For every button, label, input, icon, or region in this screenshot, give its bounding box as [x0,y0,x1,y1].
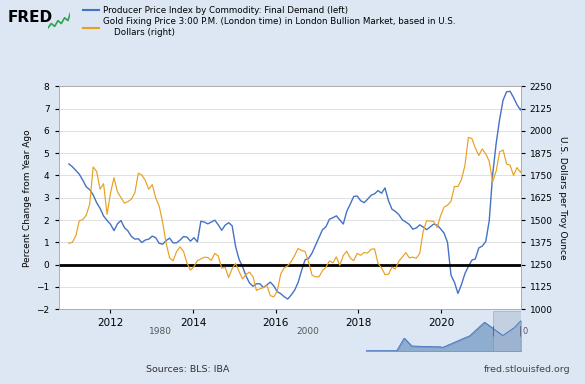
Text: |: | [519,326,522,336]
Bar [493,311,521,351]
Text: fred.stlouisfed.org: fred.stlouisfed.org [484,366,570,374]
Y-axis label: Percent Change from Year Ago: Percent Change from Year Ago [23,129,32,266]
Text: 0: 0 [522,327,528,336]
Text: 2000: 2000 [297,327,319,336]
Text: 1980: 1980 [149,327,171,336]
Text: Sources: BLS: IBA: Sources: BLS: IBA [146,366,229,374]
Text: FRED: FRED [8,10,53,25]
Text: |: | [492,326,495,336]
Legend: Producer Price Index by Commodity: Final Demand (left), Gold Fixing Price 3:00 P: Producer Price Index by Commodity: Final… [83,6,456,37]
Y-axis label: U.S. Dollars per Troy Ounce: U.S. Dollars per Troy Ounce [558,136,566,260]
